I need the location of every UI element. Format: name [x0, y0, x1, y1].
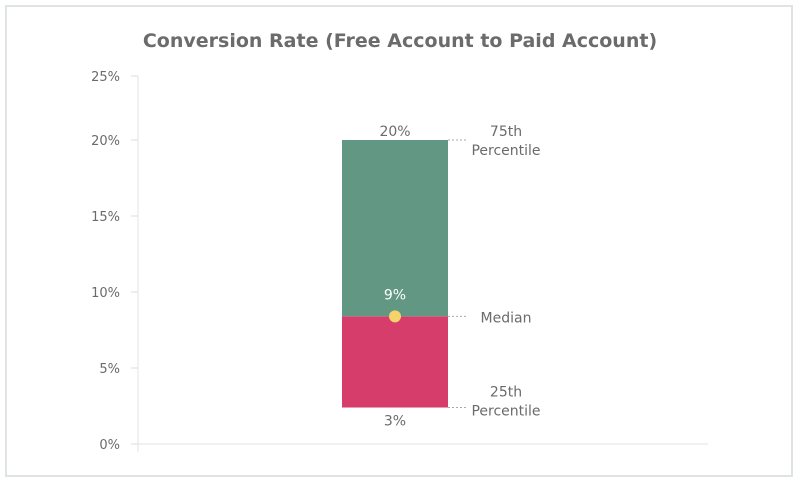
y-tick-label: 20%	[91, 134, 120, 149]
median-point	[389, 310, 401, 323]
label-75th-value: 20%	[379, 124, 410, 140]
y-tick-label: 10%	[91, 286, 120, 301]
chart-frame	[5, 5, 793, 477]
y-tick-label: 15%	[91, 210, 120, 225]
annotation-75th-line2: Percentile	[471, 143, 540, 159]
label-25th-value: 3%	[384, 414, 406, 430]
chart-title: Conversion Rate (Free Account to Paid Ac…	[142, 30, 658, 52]
annotation-75th-line1: 75th	[490, 124, 522, 140]
bar-median-to-75th	[342, 140, 448, 317]
annotation-25th-line2: Percentile	[471, 404, 540, 420]
label-median-value: 9%	[384, 287, 406, 303]
y-tick-label: 5%	[99, 362, 120, 377]
annotation-25th-line1: 25th	[490, 385, 522, 401]
bar-25th-to-median	[342, 316, 448, 408]
y-tick-label: 0%	[99, 438, 120, 453]
annotation-median: Median	[481, 310, 532, 326]
y-tick-label: 25%	[91, 70, 120, 85]
